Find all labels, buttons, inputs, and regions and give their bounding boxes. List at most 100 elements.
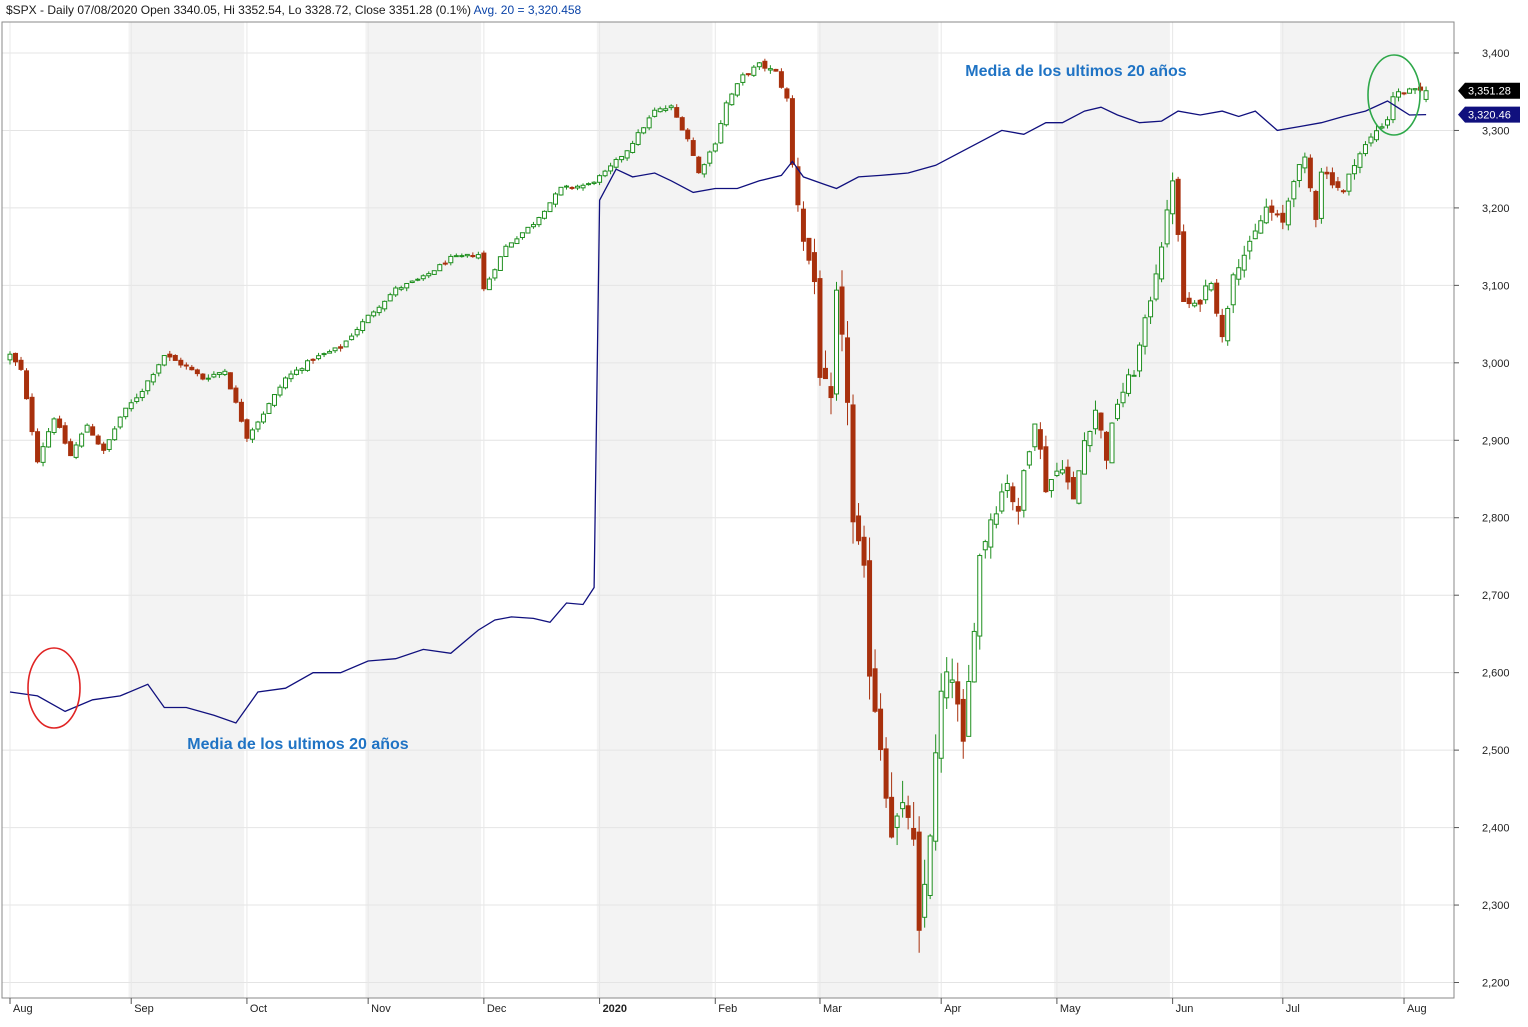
candle-body — [442, 262, 448, 265]
candle-body — [635, 132, 641, 145]
x-tick-label: Mar — [823, 1003, 842, 1015]
candle-body — [800, 208, 806, 242]
candle-body — [150, 374, 156, 383]
candle-body — [580, 184, 586, 189]
candle-body — [321, 353, 327, 356]
candle-body — [1236, 267, 1242, 280]
candle-body — [112, 428, 118, 441]
x-tick-label: Aug — [13, 1003, 33, 1015]
candle-body — [949, 679, 955, 683]
candle-body — [856, 515, 862, 542]
candle-body — [657, 108, 663, 113]
candle-body — [1109, 422, 1115, 464]
candle-body — [828, 386, 834, 399]
candle-body — [1142, 317, 1148, 347]
candle-body — [751, 66, 757, 76]
candle-body — [1214, 282, 1220, 314]
candle-body — [619, 155, 625, 161]
candle-body — [249, 429, 255, 440]
candle-body — [497, 256, 503, 271]
candle-body — [117, 416, 123, 428]
candle-body — [547, 202, 553, 213]
candle-body — [172, 354, 178, 361]
candle-body — [734, 83, 740, 96]
candle-body — [1098, 412, 1104, 431]
candle-body — [1318, 171, 1324, 219]
candle-body — [1037, 429, 1043, 450]
candle-body — [955, 681, 961, 705]
candle-body — [1115, 403, 1121, 420]
candle-body — [1208, 282, 1214, 291]
candle-body — [971, 630, 977, 683]
candle-body — [508, 242, 514, 248]
candle-body — [1296, 164, 1302, 182]
candle-body — [767, 68, 773, 71]
candle-body — [608, 165, 614, 172]
candle-body — [894, 815, 900, 828]
candle-body — [73, 444, 79, 458]
candle-body — [701, 164, 707, 175]
candle-body — [889, 796, 895, 838]
candle-body — [1126, 374, 1132, 394]
y-tick-label: 2,400 — [1482, 823, 1510, 835]
candle-body — [1197, 299, 1203, 305]
candle-body — [1407, 88, 1413, 94]
candle-body — [530, 224, 536, 228]
candle-body — [624, 150, 630, 159]
candle-body — [806, 237, 812, 261]
candle-body — [211, 373, 217, 378]
value-badge — [1458, 82, 1520, 99]
value-badge-label: 3,351.28 — [1468, 86, 1511, 98]
candle-body — [1280, 212, 1286, 223]
candle-body — [878, 708, 884, 751]
candle-body — [1010, 486, 1016, 503]
candle-body — [205, 377, 211, 380]
x-tick-label: Dec — [487, 1003, 507, 1015]
candle-body — [1285, 200, 1291, 226]
candle-body — [167, 353, 173, 358]
candle-body — [729, 93, 735, 106]
x-tick-label: Jul — [1286, 1003, 1300, 1015]
candle-body — [1103, 431, 1109, 461]
candle-body — [773, 68, 779, 72]
candle-body — [260, 413, 266, 423]
candle-body — [492, 269, 498, 279]
value-badge-label: 3,320.46 — [1468, 110, 1511, 122]
candle-body — [641, 127, 647, 134]
candle-body — [310, 358, 316, 361]
candle-body — [822, 367, 828, 380]
month-bands — [128, 22, 1402, 998]
candle-body — [161, 355, 167, 366]
candle-body — [911, 827, 917, 840]
candle-body — [707, 151, 713, 164]
candle-body — [845, 337, 851, 403]
candle-body — [51, 418, 57, 434]
candle-body — [1148, 300, 1154, 318]
candle-body — [431, 270, 437, 275]
candle-body — [850, 404, 856, 523]
month-band — [1280, 22, 1402, 998]
y-tick-label: 2,300 — [1482, 900, 1510, 912]
candle-body — [1164, 209, 1170, 245]
candle-body — [988, 519, 994, 548]
candle-body — [674, 107, 680, 118]
candle-body — [1186, 297, 1192, 305]
candle-body — [448, 255, 454, 264]
candle-body — [586, 183, 592, 186]
candle-body — [900, 802, 906, 810]
x-tick-label: Nov — [371, 1003, 391, 1015]
month-band — [365, 22, 482, 998]
candle-body — [1048, 478, 1054, 492]
candle-body — [360, 321, 366, 332]
candle-body — [1368, 136, 1374, 144]
candle-body — [1346, 173, 1352, 192]
candle-body — [966, 680, 972, 737]
candle-body — [79, 433, 85, 447]
price-axis: 2,200 2,300 2,400 2,500 2,600 2,700 2,800 2,900… — [1454, 48, 1510, 990]
candle-body — [68, 441, 74, 457]
candle-body — [938, 690, 944, 759]
candle-body — [597, 175, 603, 183]
candle-body — [1159, 246, 1165, 280]
candle-body — [398, 287, 404, 290]
